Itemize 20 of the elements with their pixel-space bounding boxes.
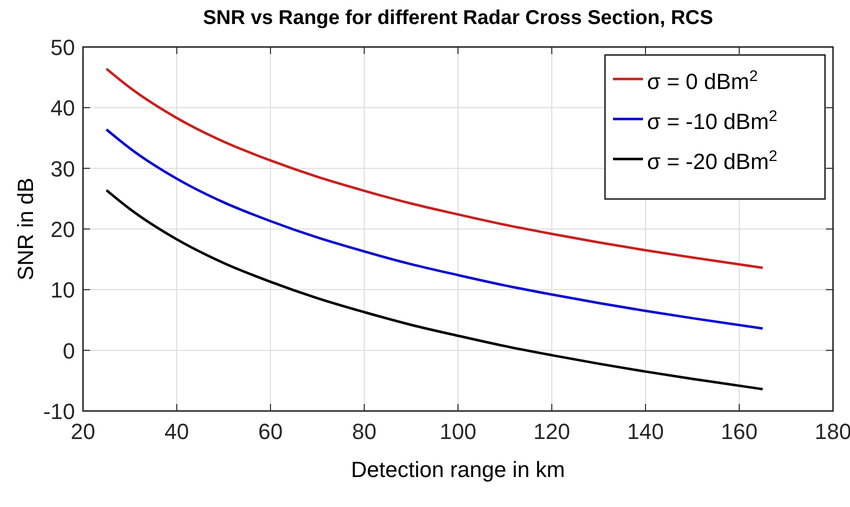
x-tick-label: 40 (164, 419, 189, 444)
legend-label: σ = -20 dBm$^{2}$ (647, 148, 778, 174)
legend-label: σ = 0 dBm$^{2}$ (647, 68, 758, 94)
line-series (105, 188, 764, 390)
x-tick-label: 80 (352, 419, 376, 444)
x-tick-label: 140 (627, 419, 664, 444)
x-tick-label: 160 (720, 419, 758, 444)
y-tick-label: 40 (50, 96, 75, 121)
x-tick-label: 120 (533, 419, 570, 444)
y-tick-label: 30 (50, 156, 75, 182)
y-axis-title: SNR in dB (13, 178, 38, 280)
x-axis-title: Detection range in km (351, 457, 565, 482)
y-tick-label: 0 (62, 338, 75, 364)
y-tick-label: 50 (50, 35, 75, 60)
chart-title: SNR vs Range for different Radar Cross Section, RCS (202, 7, 714, 29)
y-tick-label: 20 (50, 217, 75, 242)
x-tick-label: 100 (440, 419, 476, 444)
x-tick-label: 60 (258, 419, 283, 444)
y-tick-label: 10 (50, 278, 75, 303)
legend-label: σ = -10 dBm$^{2}$ (647, 108, 778, 134)
